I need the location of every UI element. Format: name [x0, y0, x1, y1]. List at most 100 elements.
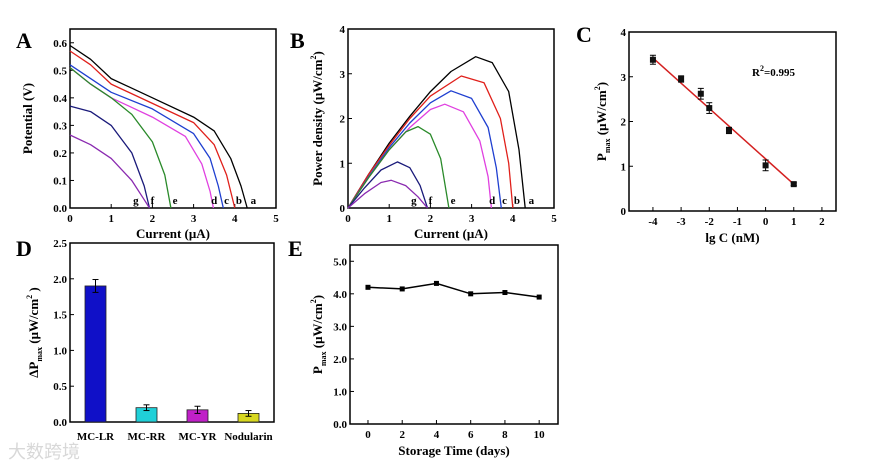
y-tick-label: 0.0 [333, 419, 347, 431]
y-axis-label: Pmax (μW/cm2) [309, 295, 328, 374]
series-curve-a [347, 56, 526, 209]
series-curve-e [69, 67, 172, 209]
data-point [365, 284, 371, 290]
data-point [649, 56, 656, 63]
curve-label-b: b [236, 195, 242, 207]
y-tick-label: 1.5 [53, 310, 67, 322]
panel-letter-b: B [290, 28, 305, 53]
y-tick-label: 0.5 [53, 65, 67, 77]
chart-panel-b: 0 1 2 3 4 0 1 2 3 4 5 Current (μA) Power density (μW… [309, 24, 557, 241]
data-point [399, 286, 405, 292]
y-tick-label: 0 [340, 203, 346, 215]
data-point [790, 181, 797, 188]
x-tick-label: 8 [502, 429, 508, 441]
x-tick-label: 6 [468, 429, 474, 441]
chart-panel-a: 0.0 0.1 0.2 0.3 0.4 0.5 0.6 0 1 2 3 4 5 Current (μA) P… [20, 28, 279, 241]
curve-label-f: f [151, 195, 155, 207]
curve-label-f: f [429, 195, 433, 207]
y-tick-label: 1 [340, 158, 346, 170]
series-curve-f [69, 105, 151, 209]
y-axis-label-sup: 2 [309, 299, 318, 303]
data-point [536, 294, 542, 300]
x-tick-label: 5 [551, 213, 557, 225]
x-axis-label: Current (μA) [136, 226, 210, 241]
x-tick-label: -1 [733, 216, 742, 228]
data-point [706, 105, 713, 112]
y-axis-label-sub: max [319, 351, 328, 366]
category-label: Nodularin [224, 431, 272, 443]
y-tick-label: 0 [621, 206, 627, 218]
y-tick-label: 4 [621, 27, 627, 39]
x-tick-label: -2 [705, 216, 715, 228]
chart-panel-d: 0.0 0.5 1.0 1.5 2.0 2.5 ΔPmax (μW/cm2 ) MC-LR MC… [25, 238, 275, 443]
series-curve-d [69, 67, 215, 209]
x-tick-label: 5 [273, 213, 279, 225]
y-tick-label: 0.0 [53, 203, 67, 215]
plot-frame [628, 31, 837, 212]
category-label: MC-RR [128, 431, 167, 443]
y-tick-label: 4 [340, 24, 346, 36]
curve-label-e: e [173, 195, 178, 207]
y-tick-label: 3.0 [333, 321, 347, 333]
panel-letter-e: E [288, 236, 303, 261]
x-tick-label: 0 [345, 213, 351, 225]
y-axis-label-rest: (μW/cm [26, 299, 41, 347]
x-tick-label: 4 [434, 429, 440, 441]
series-curve-c [347, 90, 502, 209]
y-axis-label: ΔPmax (μW/cm2 ) [25, 287, 44, 378]
y-tick-label: 5.0 [333, 256, 347, 268]
y-axis-label-end: ) [26, 287, 41, 295]
annotation-sup: 2 [760, 64, 764, 73]
y-axis-label-end: ) [594, 82, 609, 86]
curve-label-a: a [529, 195, 535, 207]
curve-label-g: g [133, 195, 139, 207]
x-tick-label: 4 [232, 213, 238, 225]
y-axis-label-main: Potential (V) [20, 83, 35, 154]
y-axis-label-main: ΔP [26, 362, 41, 378]
series-curve-b [69, 50, 236, 209]
y-axis-label-rest: (μW/cm [594, 90, 609, 138]
curve-label-d: d [489, 195, 495, 207]
y-axis-label-end: ) [310, 295, 325, 299]
series-line [367, 282, 540, 298]
series-curve-f [347, 161, 429, 209]
chart-panel-e: 0.0 1.0 2.0 3.0 4.0 5.0 0 2 4 6 8 10 Storage Time (d… [309, 244, 559, 458]
panel-letter-c: C [576, 22, 592, 47]
y-axis-label-end: ) [310, 51, 325, 55]
category-label: MC-LR [77, 431, 115, 443]
y-tick-label: 0.1 [53, 175, 67, 187]
curve-label-c: c [224, 195, 229, 207]
y-axis-label: Pmax (μW/cm2) [593, 82, 612, 161]
y-axis-label-sup: 2 [309, 56, 318, 60]
x-tick-label: 1 [386, 213, 392, 225]
curve-label-d: d [211, 195, 217, 207]
watermark: 大数跨境 [8, 442, 80, 463]
y-tick-label: 1.0 [53, 345, 67, 357]
y-axis-label-main: P [310, 366, 325, 374]
y-tick-label: 0.6 [53, 38, 67, 50]
x-tick-label: -3 [677, 216, 687, 228]
y-axis-label-sup: 2 [593, 86, 602, 90]
x-tick-label: 0 [67, 213, 73, 225]
series-curve-g [347, 179, 428, 209]
y-tick-label: 0.3 [53, 120, 67, 132]
x-tick-label: 1 [108, 213, 114, 225]
data-point [697, 90, 704, 97]
y-tick-label: 0.0 [53, 417, 67, 429]
x-tick-label: 0 [365, 429, 371, 441]
curve-label-g: g [411, 195, 417, 207]
plot-frame [69, 28, 277, 209]
series-curve-d [347, 103, 493, 209]
series-curve-g [69, 134, 151, 209]
y-axis-label-sub: max [35, 347, 44, 362]
panel-letter-a: A [16, 28, 32, 53]
y-axis-label: Power density (μW/cm2) [309, 51, 325, 186]
y-axis-label-sub: max [603, 138, 612, 153]
annotation-main: R [752, 67, 761, 79]
y-tick-label: 4.0 [333, 289, 347, 301]
y-tick-label: 1.0 [333, 386, 347, 398]
y-tick-label: 3 [340, 69, 346, 81]
y-tick-label: 2 [340, 114, 346, 126]
bar-mc-lr [84, 285, 107, 423]
